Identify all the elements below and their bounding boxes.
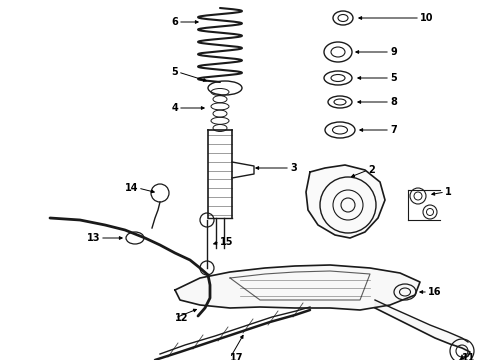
Text: 9: 9 bbox=[390, 47, 397, 57]
Text: 17: 17 bbox=[230, 353, 244, 360]
Text: 12: 12 bbox=[175, 313, 189, 323]
Polygon shape bbox=[375, 300, 470, 360]
Text: 10: 10 bbox=[420, 13, 434, 23]
Text: 13: 13 bbox=[87, 233, 100, 243]
Text: 5: 5 bbox=[390, 73, 397, 83]
Text: 4: 4 bbox=[171, 103, 178, 113]
Text: 1: 1 bbox=[445, 187, 452, 197]
Text: 5: 5 bbox=[171, 67, 178, 77]
Polygon shape bbox=[175, 265, 420, 310]
Text: 16: 16 bbox=[428, 287, 441, 297]
Text: 3: 3 bbox=[290, 163, 297, 173]
Text: 7: 7 bbox=[390, 125, 397, 135]
Text: 15: 15 bbox=[220, 237, 234, 247]
Text: 2: 2 bbox=[368, 165, 375, 175]
Text: 14: 14 bbox=[124, 183, 138, 193]
Text: 11: 11 bbox=[462, 353, 475, 360]
Text: 6: 6 bbox=[171, 17, 178, 27]
Text: 8: 8 bbox=[390, 97, 397, 107]
